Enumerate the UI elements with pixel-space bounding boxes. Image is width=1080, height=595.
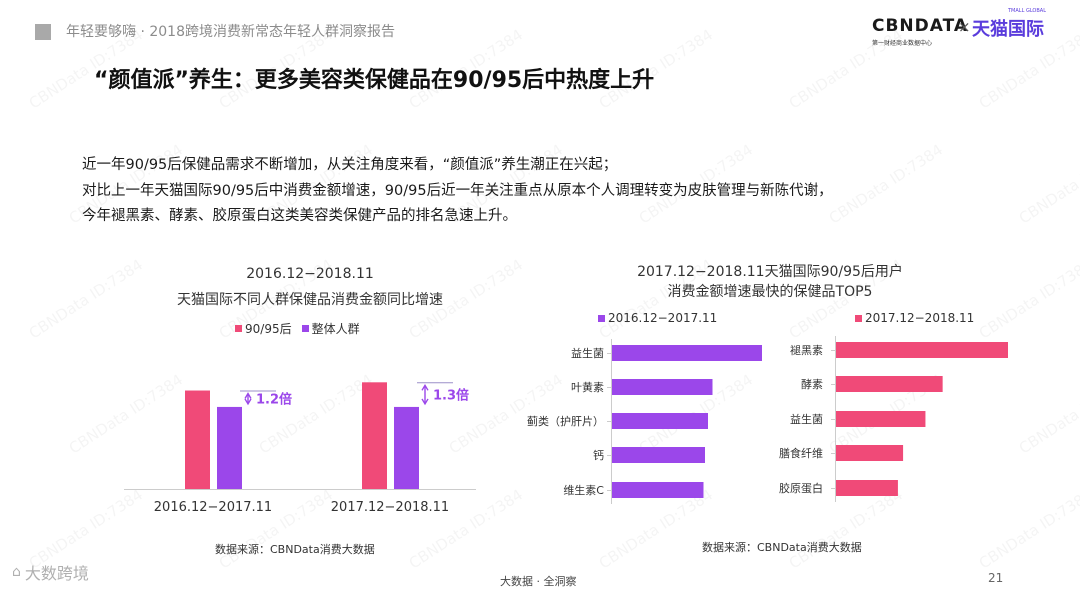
legend-swatch-90-95 — [235, 325, 242, 332]
right-chart-subtitle: 消费金额增速最快的保健品TOP5 — [667, 284, 873, 300]
bar-prev-1 — [612, 345, 762, 361]
bar-curr-4 — [836, 445, 904, 461]
bar-prev-5 — [612, 482, 704, 498]
x-tick-label-2: 2017.12−2018.11 — [331, 500, 449, 515]
annotation-label-2: 1.3倍 — [433, 388, 469, 404]
bar-curr-5 — [836, 480, 898, 496]
category-label-curr-4: 膳食纤维 — [779, 446, 823, 460]
tmall-logo-small-text: TMALL GLOBAL — [1008, 8, 1047, 14]
x-tick-label-1: 2016.12−2017.11 — [154, 500, 272, 515]
category-label-prev-2: 叶黄素 — [571, 380, 604, 394]
left-chart-source: 数据来源：CBNData消费大数据 — [215, 543, 375, 556]
right-chart-title: 2017.12−2018.11天猫国际90/95后用户 — [637, 264, 903, 280]
legend-label-curr-year: 2017.12−2018.11 — [865, 311, 975, 325]
bar-prev-4 — [612, 447, 705, 463]
cbndata-logo-text: CBNDATA — [872, 16, 969, 36]
brand-logo: CBNDATA × 天猫国际 TMALL GLOBAL 第一财经商业数据中心 — [872, 8, 1052, 52]
left-chart-title: 2016.12−2018.11 — [246, 266, 374, 282]
right-legend-prev: 2016.12−2017.11 — [598, 311, 717, 325]
bar-prev-3 — [612, 413, 708, 429]
category-label-curr-5: 胶原蛋白 — [779, 481, 823, 495]
annotation-label-1: 1.2倍 — [256, 392, 292, 408]
legend-swatch-overall — [301, 325, 309, 332]
category-label-curr-1: 褪黑素 — [790, 343, 823, 357]
category-label-prev-4: 钙 — [593, 448, 604, 462]
right-chart-source: 数据来源：CBNData消费大数据 — [702, 541, 862, 554]
category-label-prev-5: 维生素C — [563, 483, 604, 497]
bar-gen-z-1 — [185, 390, 210, 489]
annotation-arrow-head-top-2 — [421, 383, 429, 391]
page-number: 21 — [988, 571, 1004, 585]
right-legend-curr: 2017.12−2018.11 — [855, 311, 974, 325]
corner-logo-text: 大数跨境 — [24, 564, 89, 583]
legend-label-prev-year: 2016.12−2017.11 — [608, 311, 718, 325]
logo-times-sign: × — [958, 18, 971, 36]
bar-gen-z-2 — [362, 382, 387, 489]
intro-line-3: 今年褪黑素、酵素、胶原蛋白这类美容类保健产品的排名急速上升。 — [82, 208, 517, 224]
left-chart-subtitle: 天猫国际不同人群保健品消费金额同比增速 — [177, 292, 443, 308]
category-label-curr-3: 益生菌 — [790, 412, 823, 426]
bar-overall-2 — [394, 406, 419, 489]
annotation-arrow-head-bottom-1 — [244, 398, 252, 406]
cbndata-logo-subtitle: 第一财经商业数据中心 — [872, 40, 933, 47]
page-title: “颜值派”养生：更多美容类保健品在90/95后中热度上升 — [94, 68, 655, 93]
legend-swatch-prev-year — [598, 314, 605, 322]
bar-curr-3 — [836, 411, 926, 427]
intro-line-1: 近一年90/95后保健品需求不断增加，从关注角度来看，“颜值派”养生潮正在兴起； — [82, 157, 618, 173]
category-label-prev-3: 蓟类（护肝片） — [527, 414, 604, 428]
report-header: 年轻要够嗨 · 2018跨境消费新常态年轻人群洞察报告 — [66, 24, 395, 40]
bar-curr-1 — [836, 342, 1008, 358]
bar-prev-2 — [612, 379, 713, 395]
left-chart-legend: 90/95后 整体人群 — [235, 320, 360, 337]
annotation-arrow-head-bottom-2 — [421, 398, 429, 406]
category-label-curr-2: 酵素 — [801, 378, 823, 391]
annotation-arrow-head-top-1 — [244, 392, 252, 399]
corner-logo-icon: ⌂ — [12, 564, 21, 580]
bar-curr-2 — [836, 376, 943, 392]
bar-overall-1 — [217, 406, 242, 489]
tmall-logo-text: 天猫国际 — [972, 19, 1044, 40]
legend-label-overall: 整体人群 — [311, 322, 360, 336]
legend-swatch-curr-year — [855, 314, 862, 322]
legend-label-90-95: 90/95后 — [245, 322, 292, 336]
header-square-icon — [35, 24, 51, 40]
footer-tagline: 大数据 · 全洞察 — [500, 575, 577, 588]
corner-logo: ⌂ 大数跨境 — [12, 560, 89, 584]
intro-line-2: 对比上一年天猫国际90/95后中消费金额增速，90/95后近一年关注重点从原本个… — [82, 183, 833, 199]
category-label-prev-1: 益生菌 — [571, 346, 604, 360]
